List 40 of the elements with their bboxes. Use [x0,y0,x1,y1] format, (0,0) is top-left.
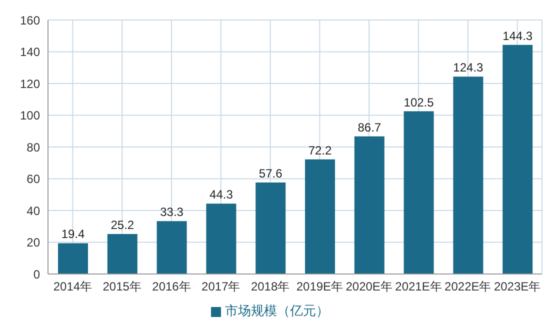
data-label: 57.6 [258,166,283,181]
x-tick-label: 2021E年 [395,280,442,294]
y-tick-label: 40 [26,204,40,218]
bar [502,44,533,274]
legend-label: 市场规模（亿元） [225,303,329,318]
x-tick-label: 2019E年 [296,280,344,294]
data-label: 25.2 [110,218,134,232]
bar [404,111,434,274]
y-tick-label: 80 [26,140,40,154]
bar [354,136,384,274]
data-label: 86.7 [358,120,382,134]
bar [107,234,138,274]
y-tick-label: 20 [26,236,40,250]
x-tick-label: 2020E年 [346,280,392,294]
x-tick-label: 2017年 [202,280,240,294]
bar [256,182,286,274]
bar [305,159,335,274]
bar [206,204,236,274]
data-label: 19.4 [61,227,85,242]
x-tick-label: 2015年 [102,280,142,294]
data-label: 44.3 [210,188,234,202]
x-tick-label: 2014年 [53,280,92,294]
x-tick-label: 2023E年 [494,280,541,294]
y-tick-label: 60 [26,172,40,186]
x-tick-label: 2016年 [152,280,191,294]
data-label: 72.2 [308,143,332,158]
bar [58,243,88,274]
x-tick-label: 2018年 [250,280,290,294]
y-tick-label: 140 [20,45,40,60]
bar [156,221,187,274]
data-label: 124.3 [453,60,484,75]
x-tick-label: 2022E年 [444,280,492,294]
y-tick-label: 100 [20,108,40,123]
bar [453,76,484,274]
y-tick-label: 160 [20,13,40,28]
data-label: 144.3 [502,28,533,43]
y-tick-label: 120 [20,76,40,91]
data-label: 102.5 [404,95,434,110]
data-label: 33.3 [160,205,184,220]
y-tick-label: 0 [33,267,40,282]
